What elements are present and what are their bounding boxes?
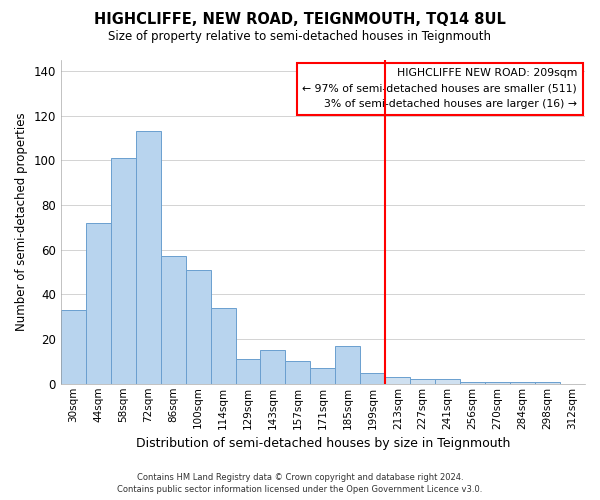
Bar (86, 223, 111, 384)
Bar (435, 380, 460, 384)
Bar (185, 270, 211, 384)
Bar (211, 308, 236, 384)
Bar (361, 372, 385, 384)
X-axis label: Distribution of semi-detached houses by size in Teignmouth: Distribution of semi-detached houses by … (136, 437, 510, 450)
Bar (310, 368, 335, 384)
Bar (136, 132, 161, 384)
Text: Size of property relative to semi-detached houses in Teignmouth: Size of property relative to semi-detach… (109, 30, 491, 43)
Bar (535, 382, 560, 384)
Bar (335, 346, 361, 384)
Text: HIGHCLIFFE, NEW ROAD, TEIGNMOUTH, TQ14 8UL: HIGHCLIFFE, NEW ROAD, TEIGNMOUTH, TQ14 8… (94, 12, 506, 28)
Bar (385, 377, 410, 384)
Bar (260, 350, 286, 384)
Bar (111, 158, 136, 384)
Y-axis label: Number of semi-detached properties: Number of semi-detached properties (15, 112, 28, 331)
Bar (61, 310, 86, 384)
Text: HIGHCLIFFE NEW ROAD: 209sqm
← 97% of semi-detached houses are smaller (511)
3% o: HIGHCLIFFE NEW ROAD: 209sqm ← 97% of sem… (302, 68, 577, 110)
Bar (410, 380, 435, 384)
Bar (485, 382, 510, 384)
Bar (460, 382, 485, 384)
Bar (161, 256, 185, 384)
Bar (286, 362, 310, 384)
Bar (236, 359, 260, 384)
Text: Contains HM Land Registry data © Crown copyright and database right 2024.
Contai: Contains HM Land Registry data © Crown c… (118, 472, 482, 494)
Bar (510, 382, 535, 384)
